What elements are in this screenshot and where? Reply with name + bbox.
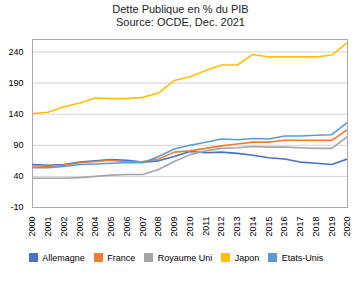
svg-text:2008: 2008	[153, 217, 163, 237]
html-text:France: France	[107, 252, 136, 263]
svg-text:-10: -10	[10, 203, 23, 213]
svg-text:2014: 2014	[248, 217, 258, 237]
svg-text:190: 190	[8, 78, 23, 88]
svg-text:40: 40	[13, 172, 23, 182]
svg-text:2015: 2015	[264, 217, 274, 237]
svg-text:2007: 2007	[138, 217, 148, 237]
svg-text:2001: 2001	[43, 217, 53, 237]
svg-text:2000: 2000	[27, 217, 37, 237]
svg-text:240: 240	[8, 47, 23, 57]
html-text:Japon: Japon	[234, 252, 260, 263]
svg-text:2002: 2002	[59, 217, 69, 237]
html-text:Royaume Uni: Royaume Uni	[157, 252, 213, 263]
svg-text:2019: 2019	[327, 217, 337, 237]
svg-text:90: 90	[13, 141, 23, 151]
svg-text:2006: 2006	[122, 217, 132, 237]
svg-text:2004: 2004	[90, 217, 100, 237]
svg-text:2018: 2018	[311, 217, 321, 237]
svg-text:2013: 2013	[232, 217, 242, 237]
svg-text:2010: 2010	[185, 217, 195, 237]
html-text:Etats-Unis: Etats-Unis	[281, 252, 324, 263]
svg-text:2003: 2003	[75, 217, 85, 237]
svg-text:2011: 2011	[201, 217, 211, 236]
svg-text:2012: 2012	[216, 217, 226, 237]
svg-text:2020: 2020	[342, 217, 352, 237]
svg-text:140: 140	[8, 109, 23, 119]
svg-text:2009: 2009	[169, 217, 179, 237]
html-text:Allemagne: Allemagne	[42, 252, 85, 263]
html-text:Dette Publique en % du PIB Sou: Dette Publique en % du PIB Source: OCDE,…	[112, 3, 249, 29]
svg-text:2005: 2005	[106, 217, 116, 237]
svg-text:2016: 2016	[279, 217, 289, 237]
svg-text:2017: 2017	[295, 217, 305, 237]
